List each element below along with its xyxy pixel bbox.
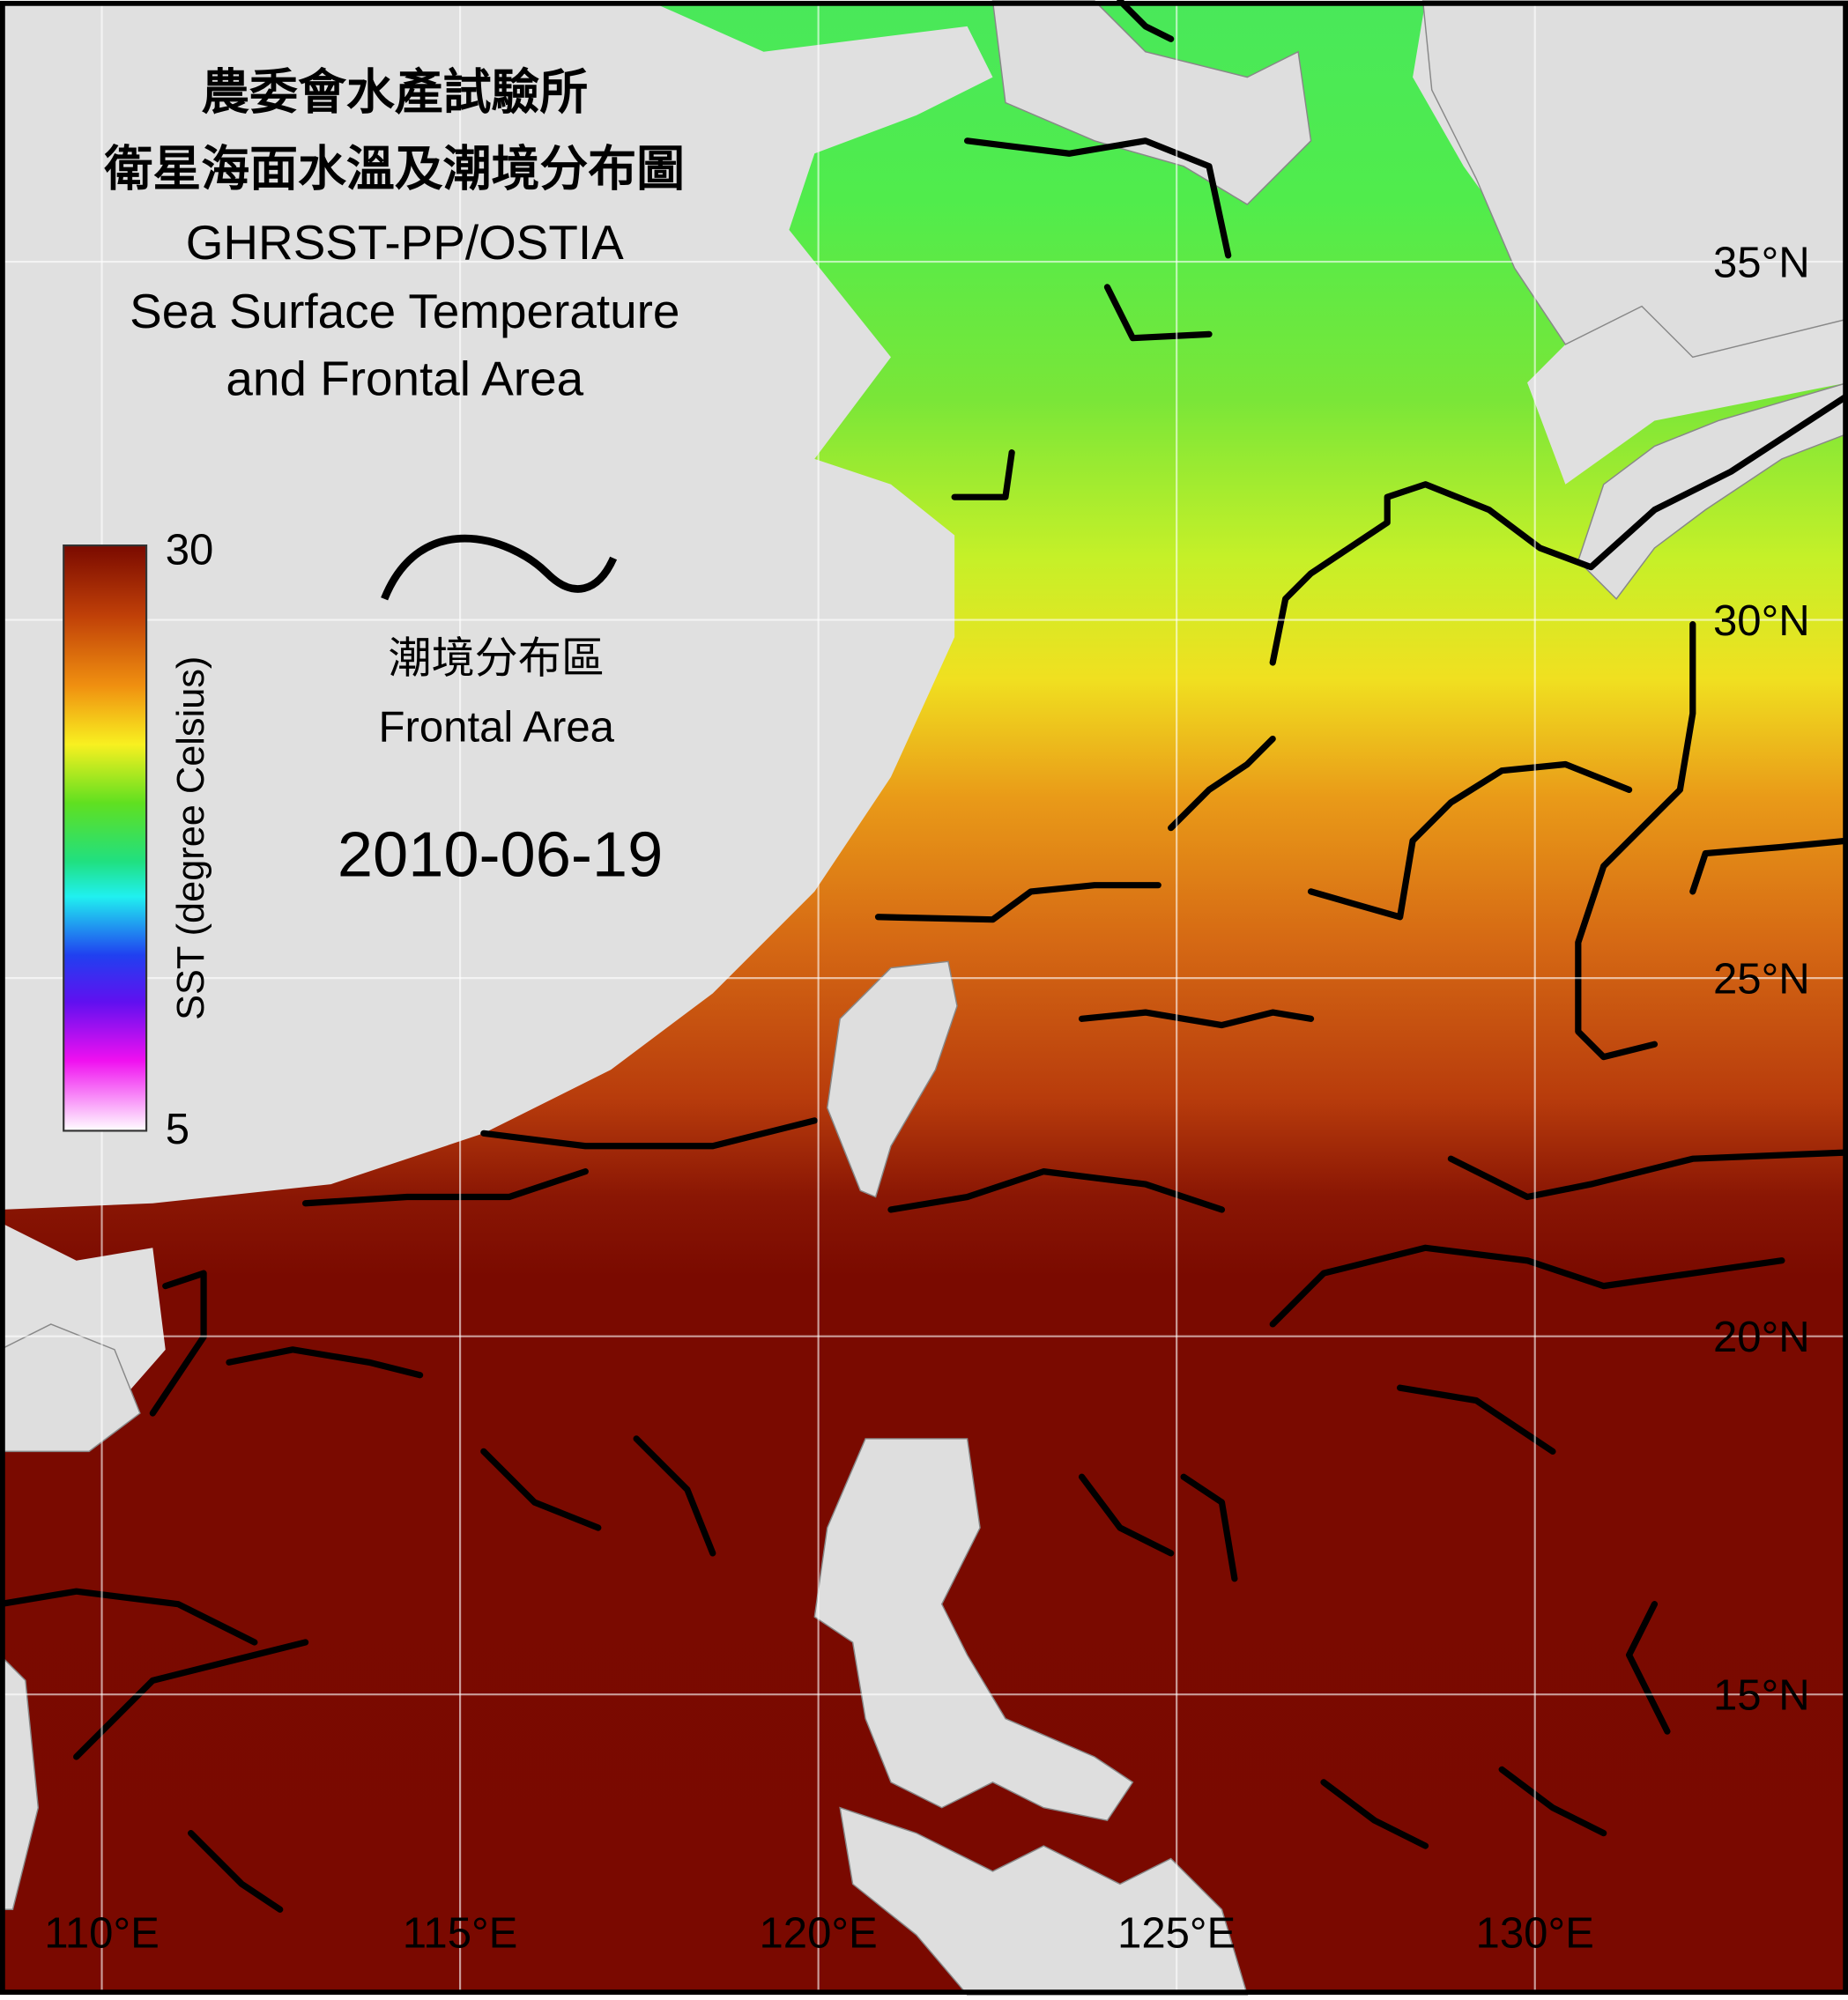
title-line: 農委會水產試驗所 bbox=[201, 65, 588, 120]
indochina bbox=[0, 1654, 40, 1911]
legend-label: Frontal Area bbox=[379, 703, 615, 751]
luzon bbox=[813, 1438, 1134, 1821]
lat-label: 35°N bbox=[1713, 239, 1810, 286]
shandong bbox=[991, 0, 1312, 205]
visayas-mindanao bbox=[839, 1806, 1249, 1996]
colorbar-min: 5 bbox=[166, 1106, 189, 1153]
lon-label: 115°E bbox=[403, 1910, 518, 1958]
lon-label: 110°E bbox=[44, 1910, 160, 1958]
date: 2010-06-19 bbox=[338, 820, 663, 891]
lon-label: 125°E bbox=[1117, 1910, 1236, 1958]
colorbar-label: SST (degree Celsius) bbox=[170, 656, 212, 1020]
lon-label: 130°E bbox=[1476, 1910, 1594, 1958]
lat-label: 20°N bbox=[1713, 1314, 1810, 1361]
title-line: GHRSST-PP/OSTIA bbox=[186, 215, 624, 270]
korea bbox=[1421, 0, 1848, 359]
title-line: and Frontal Area bbox=[226, 352, 583, 406]
lat-label: 30°N bbox=[1713, 597, 1810, 645]
lat-label: 25°N bbox=[1713, 955, 1810, 1003]
colorbar-max: 30 bbox=[166, 527, 214, 574]
legend-symbol bbox=[381, 534, 618, 601]
legend-label: 潮境分布區 bbox=[389, 635, 605, 683]
colorbar bbox=[63, 544, 148, 1132]
taiwan bbox=[826, 960, 958, 1198]
title-line: Sea Surface Temperature bbox=[130, 284, 679, 338]
lat-label: 15°N bbox=[1713, 1672, 1810, 1720]
frontal-lines bbox=[0, 0, 1848, 1913]
hainan bbox=[0, 1323, 141, 1453]
title-line: 衛星海面水溫及潮境分布圖 bbox=[103, 141, 685, 196]
title: 農委會水產試驗所 衛星海面水溫及潮境分布圖 GHRSST-PP/OSTIA Se… bbox=[103, 65, 685, 406]
lon-label: 120°E bbox=[759, 1910, 877, 1958]
